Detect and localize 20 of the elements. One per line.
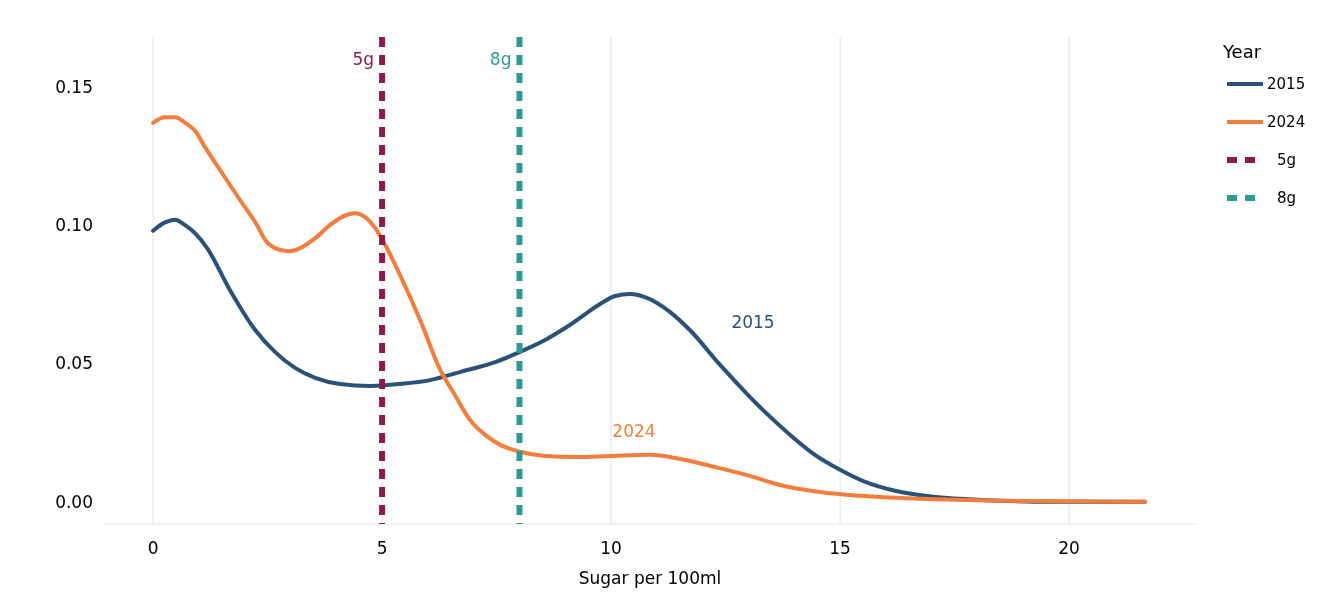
y-tick-label: 0.15 [55,76,93,97]
text: 2015 [731,312,775,333]
legend-title: Year [1222,41,1262,62]
x-tick-label: 0 [147,538,159,558]
text: 2024 [612,420,656,441]
y-tick-label: 0.10 [55,215,93,236]
text: 8g [1277,189,1297,208]
x-tick-label: 10 [600,538,622,558]
text: 5g [1277,151,1297,170]
x-tick-label: 20 [1058,538,1080,558]
ref-line-label: 8g [489,49,512,69]
line-series [151,115,1148,504]
x-tick-label: 5 [376,538,388,558]
y-tick-label: 0.00 [55,491,93,512]
legend-label: 2015 [1267,75,1306,94]
y-tick-label: 0.05 [55,353,93,374]
x-tick-label: 15 [829,538,851,558]
x-axis-title: Sugar per 100ml [578,568,722,588]
legend-label: 2024 [1267,113,1306,132]
ref-line-label: 5g [352,49,375,69]
